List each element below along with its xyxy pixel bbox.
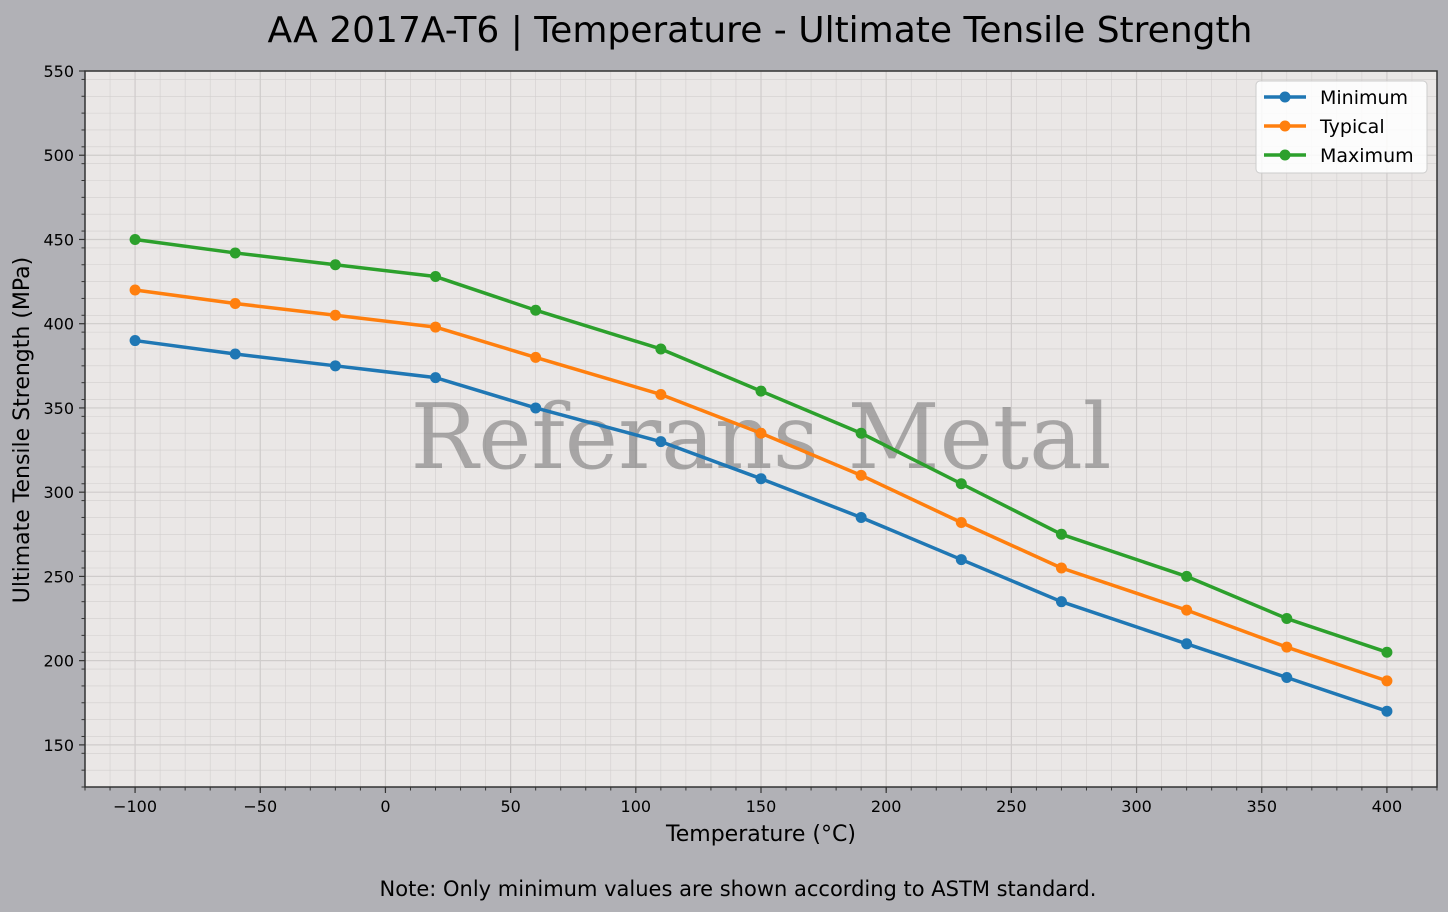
x-tick-label: 250 xyxy=(996,797,1027,816)
data-point-minimum xyxy=(755,473,767,485)
series-minimum xyxy=(129,335,1393,717)
chart-title: AA 2017A-T6 | Temperature - Ultimate Ten… xyxy=(268,10,1253,51)
series-layer xyxy=(129,233,1393,717)
x-tick-label: 0 xyxy=(380,797,390,816)
data-point-maximum xyxy=(229,247,241,259)
data-point-typical xyxy=(855,469,867,481)
y-tick-label: 350 xyxy=(43,399,74,418)
data-point-minimum xyxy=(1281,671,1293,683)
data-point-typical xyxy=(1281,641,1293,653)
legend-box xyxy=(1255,80,1428,174)
data-point-minimum xyxy=(430,372,442,384)
major-gridlines xyxy=(85,70,1437,787)
x-tick-labels: −100 −50 0 50 100 150 200 250 300 350 400 xyxy=(113,797,1402,816)
data-point-maximum xyxy=(1281,613,1293,625)
x-tick-label: 100 xyxy=(621,797,652,816)
data-point-typical xyxy=(955,517,967,529)
data-point-minimum xyxy=(329,360,341,372)
x-tick-label: 50 xyxy=(500,797,520,816)
legend-marker-typical xyxy=(1279,120,1291,132)
data-point-typical xyxy=(1055,562,1067,574)
y-tick-label: 150 xyxy=(43,736,74,755)
data-point-minimum xyxy=(530,402,542,414)
x-tick-label: 350 xyxy=(1246,797,1277,816)
data-point-maximum xyxy=(855,427,867,439)
y-tick-label: 300 xyxy=(43,483,74,502)
legend-marker-maximum xyxy=(1279,149,1291,161)
legend-label-typical: Typical xyxy=(1319,116,1385,138)
series-typical xyxy=(129,284,1393,687)
footnote: Note: Only minimum values are shown acco… xyxy=(380,877,1097,901)
series-maximum xyxy=(129,233,1393,658)
y-tick-label: 450 xyxy=(43,230,74,249)
legend-marker-minimum xyxy=(1279,91,1291,103)
data-point-maximum xyxy=(129,233,141,245)
legend-item-maximum: Maximum xyxy=(1264,145,1414,167)
x-axis-label: Temperature (°C) xyxy=(665,822,856,847)
x-tick-label: −50 xyxy=(243,797,277,816)
data-point-typical xyxy=(129,284,141,296)
legend-item-minimum: Minimum xyxy=(1264,87,1408,109)
data-point-typical xyxy=(1381,675,1393,687)
y-axis-label: Ultimate Tensile Strength (MPa) xyxy=(10,257,35,603)
legend-item-typical: Typical xyxy=(1264,116,1385,138)
legend-label-minimum: Minimum xyxy=(1320,87,1408,109)
x-tick-label: 400 xyxy=(1372,797,1403,816)
y-tick-label: 400 xyxy=(43,315,74,334)
x-tick-label: 300 xyxy=(1121,797,1152,816)
data-point-typical xyxy=(655,388,667,400)
data-point-typical xyxy=(530,351,542,363)
data-point-typical xyxy=(755,427,767,439)
data-point-typical xyxy=(329,309,341,321)
data-point-maximum xyxy=(1055,528,1067,540)
data-point-maximum xyxy=(329,259,341,271)
axis-ticks xyxy=(79,70,1438,793)
y-tick-label: 500 xyxy=(43,146,74,165)
data-point-maximum xyxy=(1381,646,1393,658)
data-point-minimum xyxy=(1381,705,1393,717)
y-tick-labels: 150 200 250 300 350 400 450 500 550 xyxy=(43,62,74,755)
data-point-typical xyxy=(229,297,241,309)
legend-label-maximum: Maximum xyxy=(1320,145,1414,167)
data-point-minimum xyxy=(655,436,667,448)
data-point-maximum xyxy=(430,271,442,283)
data-point-minimum xyxy=(229,348,241,360)
x-tick-label: 150 xyxy=(746,797,777,816)
legend: Minimum Typical Maximum xyxy=(1255,80,1428,174)
y-tick-label: 200 xyxy=(43,652,74,671)
data-point-minimum xyxy=(129,335,141,347)
data-point-maximum xyxy=(955,478,967,490)
data-point-maximum xyxy=(1181,570,1193,582)
data-point-typical xyxy=(1181,604,1193,616)
data-point-maximum xyxy=(755,385,767,397)
data-point-minimum xyxy=(955,554,967,566)
data-point-maximum xyxy=(655,343,667,355)
x-tick-label: −100 xyxy=(113,797,157,816)
data-point-typical xyxy=(430,321,442,333)
y-tick-label: 250 xyxy=(43,567,74,586)
y-tick-label: 550 xyxy=(43,62,74,81)
data-point-minimum xyxy=(1181,638,1193,650)
data-point-minimum xyxy=(855,511,867,523)
data-point-minimum xyxy=(1055,596,1067,608)
data-point-maximum xyxy=(530,304,542,316)
x-tick-label: 200 xyxy=(871,797,902,816)
